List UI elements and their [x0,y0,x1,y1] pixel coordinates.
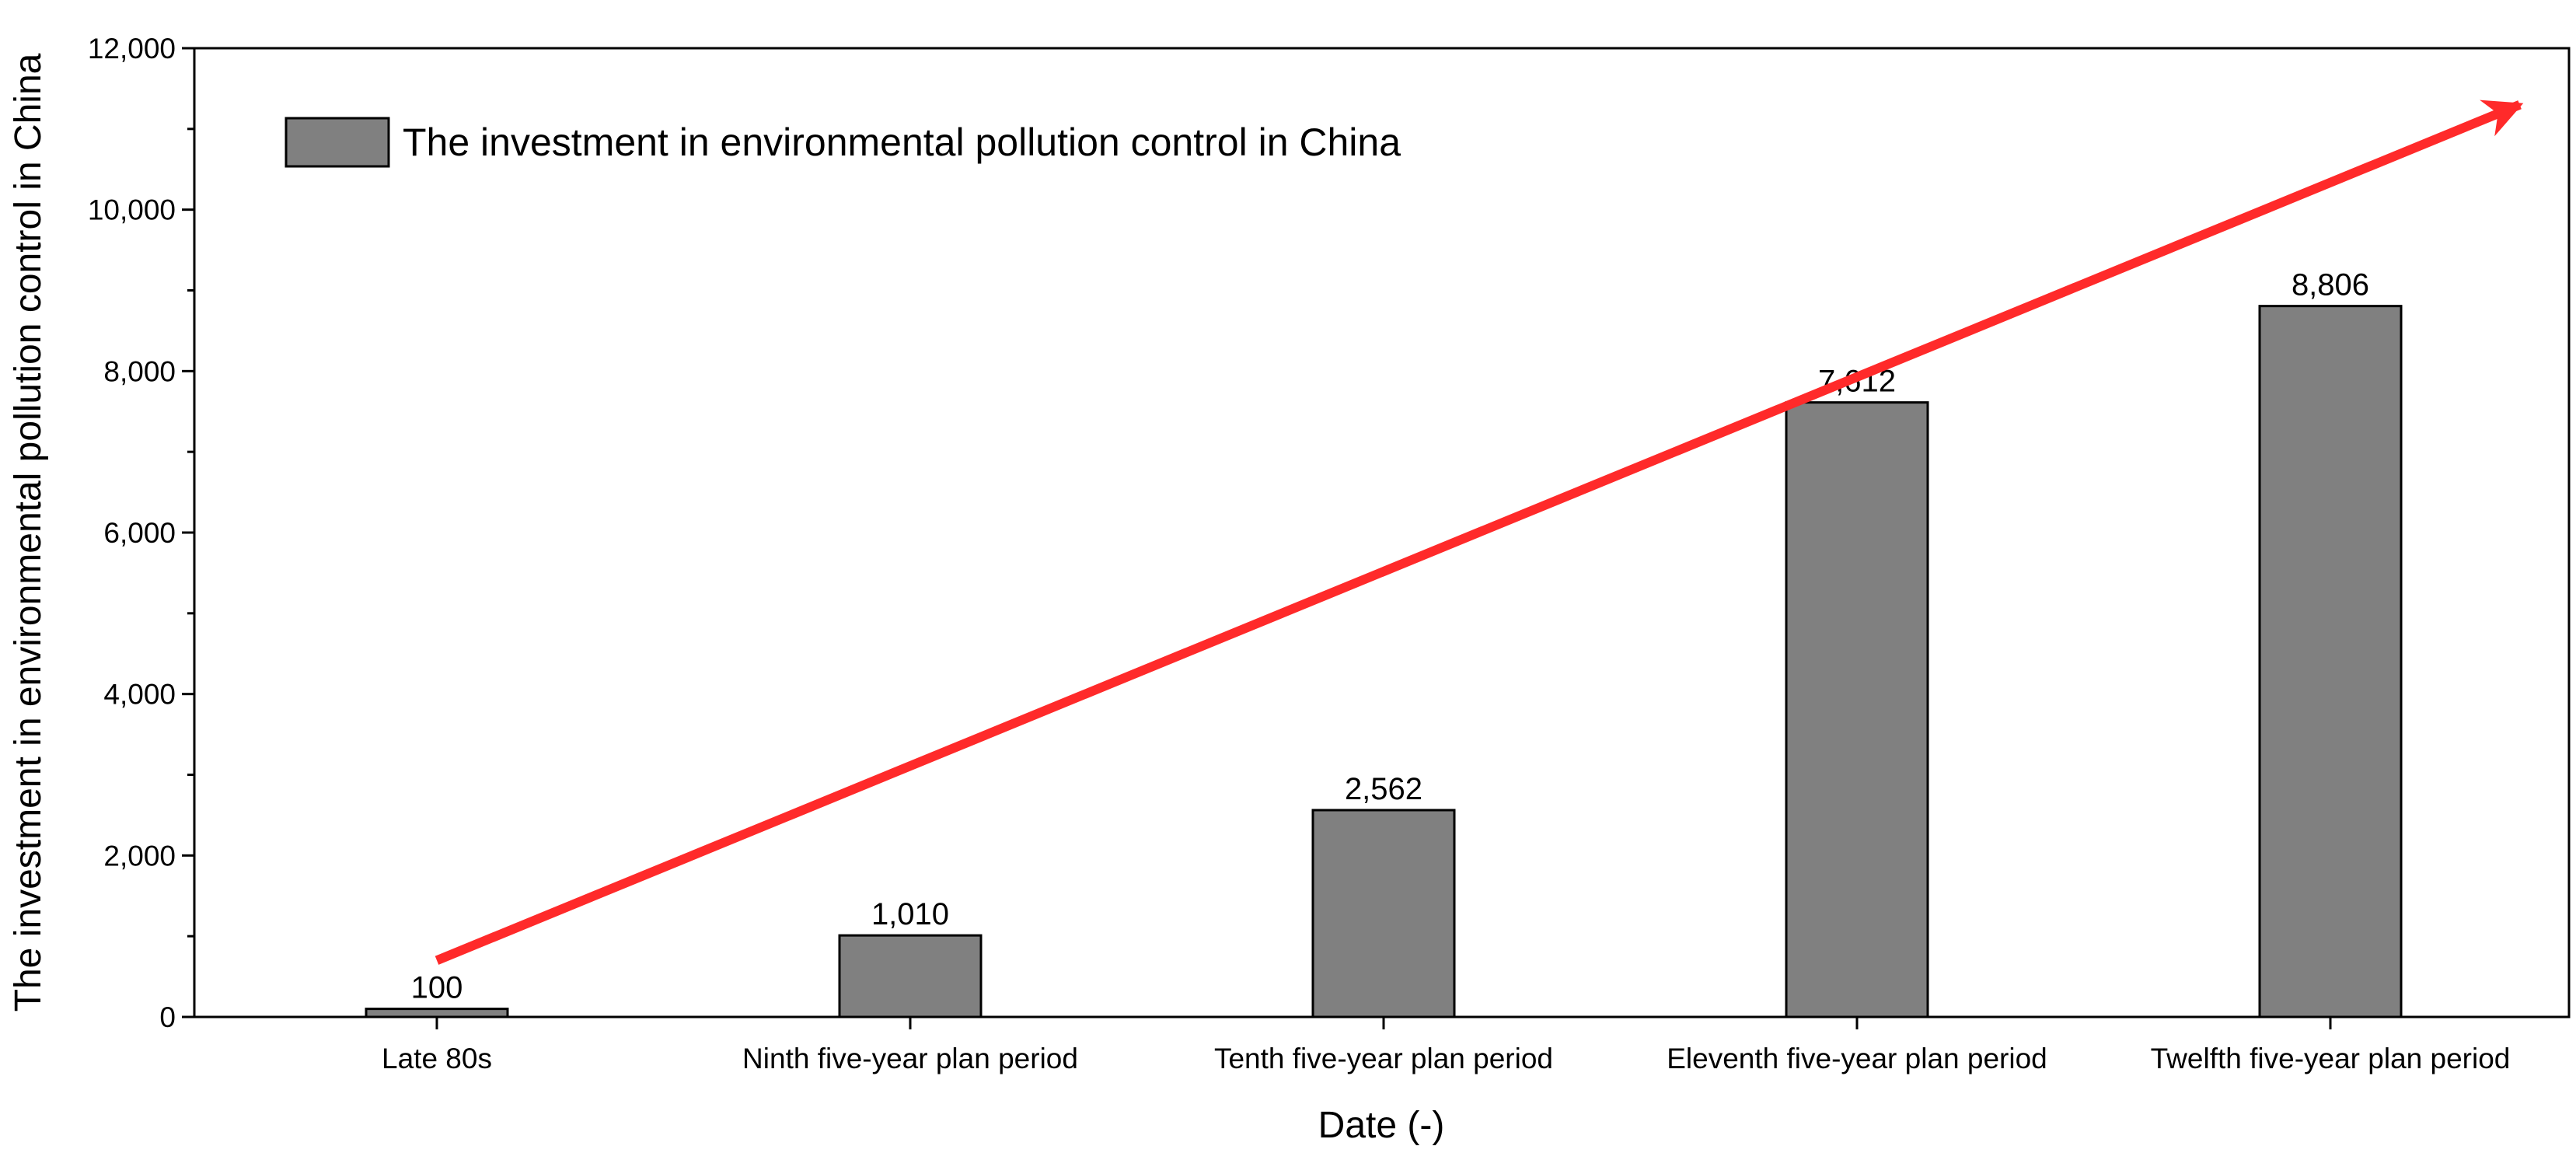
y-tick-label: 0 [159,1001,176,1033]
y-tick-label: 10,000 [88,194,176,226]
data-label: 8,806 [2292,268,2369,302]
y-tick-label: 6,000 [103,517,176,549]
data-label: 2,562 [1345,772,1422,806]
y-tick-label: 12,000 [88,33,176,65]
y-tick-label: 4,000 [103,679,176,711]
x-tick-label: Ninth five-year plan period [742,1043,1078,1074]
legend-label: The investment in environmental pollutio… [403,121,1401,164]
bar [1785,401,1929,1018]
bar [365,1008,509,1018]
y-tick-label: 8,000 [103,355,176,387]
bar [838,934,983,1018]
y-axis-title: The investment in environmental pollutio… [8,53,49,1012]
y-tick-label: 2,000 [103,840,176,872]
trend-arrow [435,100,2524,965]
x-tick-label: Twelfth five-year plan period [2151,1043,2511,1074]
x-tick-label: Eleventh five-year plan period [1667,1043,2047,1074]
data-label: 100 [411,971,463,1005]
x-tick-label: Late 80s [382,1043,492,1074]
bar [1311,809,1456,1018]
bar [2258,305,2403,1018]
legend: The investment in environmental pollutio… [284,117,1401,168]
legend-swatch [284,117,390,168]
x-axis-title: Date (-) [1318,1105,1445,1146]
x-tick-label: Tenth five-year plan period [1214,1043,1553,1074]
data-label: 1,010 [871,897,949,931]
